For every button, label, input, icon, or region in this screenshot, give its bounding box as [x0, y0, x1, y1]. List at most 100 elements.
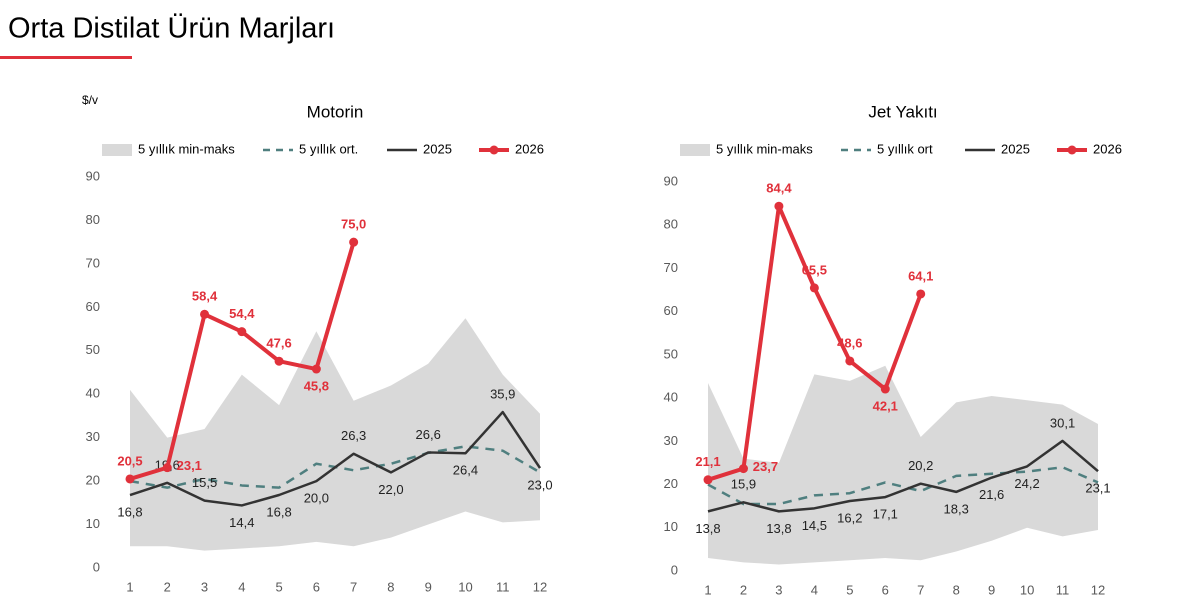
range-band — [130, 318, 540, 551]
x-tick-label: 11 — [1056, 582, 1070, 597]
x-tick-label: 5 — [846, 582, 853, 597]
marker — [311, 364, 321, 374]
y-tick-label: 20 — [86, 473, 100, 488]
x-tick-label: 4 — [238, 579, 245, 594]
x-tick-label: 3 — [775, 582, 782, 597]
marker — [738, 464, 748, 474]
y-tick-label: 0 — [671, 562, 678, 577]
series-line — [707, 466, 1099, 506]
y-tick-label: 10 — [664, 519, 678, 534]
legend-marker — [1067, 145, 1077, 155]
data-label: 84,4 — [766, 181, 792, 196]
x-tick-label: 2 — [740, 582, 747, 597]
y-tick-label: 50 — [664, 346, 678, 361]
data-label: 18,3 — [944, 501, 969, 516]
y-tick-label: 90 — [664, 173, 678, 188]
x-tick-label: 7 — [350, 579, 357, 594]
data-label: 14,5 — [802, 518, 827, 533]
data-label: 20,2 — [908, 458, 933, 473]
data-label: 23,0 — [527, 478, 552, 493]
range-band — [708, 365, 1098, 565]
legend-label: 5 yıllık min-maks — [138, 141, 235, 156]
data-label: 54,4 — [229, 306, 255, 321]
y-tick-label: 80 — [86, 212, 100, 227]
data-label: 22,0 — [378, 482, 403, 497]
x-tick-label: 7 — [917, 582, 924, 597]
page-title: Orta Distilat Ürün Marjları — [8, 13, 335, 45]
data-label: 16,2 — [837, 510, 862, 525]
data-label: 26,6 — [416, 427, 441, 442]
x-tick-label: 10 — [458, 579, 472, 594]
y-tick-label: 90 — [86, 168, 100, 183]
data-label: 14,4 — [229, 515, 254, 530]
data-label: 23,1 — [1085, 481, 1110, 496]
marker — [809, 283, 819, 293]
marker — [703, 475, 713, 485]
x-tick-label: 8 — [953, 582, 960, 597]
y-tick-label: 70 — [664, 260, 678, 275]
data-label: 65,5 — [802, 262, 827, 277]
x-tick-label: 3 — [201, 579, 208, 594]
title-underline — [0, 56, 132, 59]
data-label: 35,9 — [490, 386, 515, 401]
legend-label: 2025 — [1001, 141, 1030, 156]
x-tick-label: 1 — [126, 579, 133, 594]
y-tick-label: 40 — [86, 386, 100, 401]
x-tick-label: 12 — [533, 579, 547, 594]
data-label: 64,1 — [908, 268, 933, 283]
marker — [200, 309, 210, 319]
data-label: 21,6 — [979, 487, 1004, 502]
x-tick-label: 5 — [275, 579, 282, 594]
data-label: 16,8 — [266, 504, 291, 519]
marker — [774, 201, 784, 211]
legend-marker — [489, 145, 499, 155]
marker — [274, 356, 284, 366]
y-tick-label: 40 — [664, 390, 678, 405]
marker — [125, 474, 135, 484]
x-tick-label: 6 — [882, 582, 889, 597]
data-label: 47,6 — [266, 336, 291, 351]
legend-label: 2026 — [515, 141, 544, 156]
x-tick-label: 8 — [387, 579, 394, 594]
marker — [237, 327, 247, 337]
data-label: 15,9 — [731, 477, 756, 492]
y-tick-label: 30 — [86, 429, 100, 444]
x-tick-label: 9 — [988, 582, 995, 597]
data-label: 20,5 — [117, 453, 142, 468]
chart-title: Motorin — [307, 102, 364, 121]
x-tick-label: 6 — [313, 579, 320, 594]
legend-label: 5 yıllık ort — [877, 141, 933, 156]
data-label: 20,0 — [304, 491, 329, 506]
y-axis-label: $/v — [82, 93, 98, 107]
data-label: 23,7 — [753, 459, 778, 474]
legend-swatch — [680, 144, 710, 156]
marker — [162, 463, 172, 473]
marker — [845, 356, 855, 366]
data-label: 48,6 — [837, 335, 862, 350]
legend-swatch — [102, 144, 132, 156]
series-line — [129, 410, 542, 507]
data-label: 45,8 — [304, 378, 329, 393]
y-tick-label: 60 — [86, 299, 100, 314]
y-tick-label: 70 — [86, 255, 100, 270]
series-line — [707, 439, 1099, 513]
data-label: 21,1 — [695, 454, 720, 469]
x-tick-label: 9 — [425, 579, 432, 594]
data-label: 75,0 — [341, 217, 366, 232]
data-label: 26,4 — [453, 463, 478, 478]
x-tick-label: 10 — [1020, 582, 1034, 597]
data-label: 13,8 — [695, 521, 720, 536]
data-label: 24,2 — [1014, 476, 1039, 491]
x-tick-label: 1 — [704, 582, 711, 597]
data-label: 30,1 — [1050, 415, 1075, 430]
data-label: 58,4 — [192, 289, 218, 304]
x-tick-label: 11 — [496, 579, 510, 594]
x-tick-label: 12 — [1091, 582, 1105, 597]
legend-label: 5 yıllık ort. — [299, 141, 358, 156]
y-tick-label: 30 — [664, 433, 678, 448]
chart-title: Jet Yakıtı — [868, 102, 937, 121]
marker — [349, 237, 359, 247]
data-label: 13,8 — [766, 521, 791, 536]
legend-label: 2025 — [423, 141, 452, 156]
